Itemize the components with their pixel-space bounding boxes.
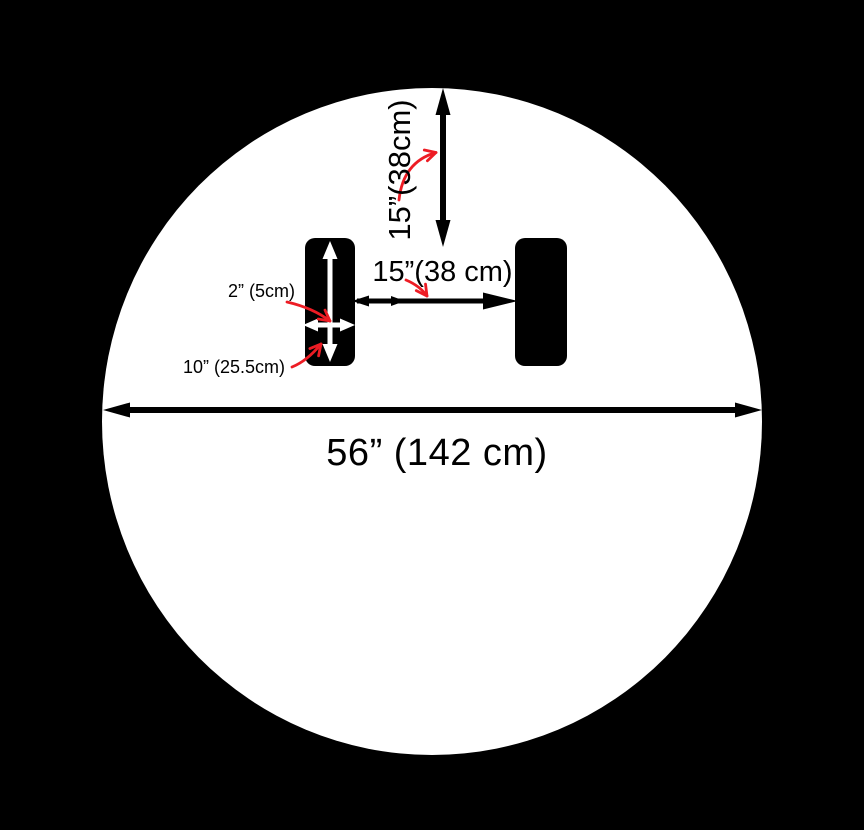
strip-gap-dimension-arrow (352, 292, 518, 310)
right-tape-strip (515, 238, 567, 366)
strip-cross-arrows (303, 241, 355, 362)
edge-distance-label: 15”(38cm) (382, 99, 417, 241)
circle-diameter-label: 56” (142 cm) (326, 432, 548, 474)
target-circle (102, 88, 762, 755)
strip-length-label: 10” (25.5cm) (182, 357, 285, 377)
strip-gap-label: 15”(38 cm) (372, 256, 513, 288)
red-callout-arrow-strip-length (290, 342, 323, 369)
edge-distance-dimension-arrow (435, 88, 451, 247)
strip-width-label: 2” (5cm) (228, 281, 295, 301)
diameter-dimension-arrow (103, 402, 762, 418)
red-callout-arrow-edge-distance (397, 148, 438, 202)
red-callout-arrow-strip-gap (404, 278, 429, 298)
red-callout-arrow-strip-width (285, 300, 332, 323)
